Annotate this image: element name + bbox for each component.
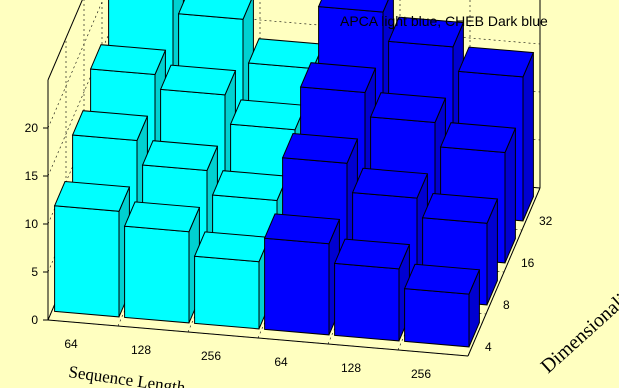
x-axis-line [47,319,469,357]
x-axis-label: Sequence Length [67,362,187,388]
bar-front-face [54,205,120,318]
bar-top-face [299,62,377,94]
x-tick-label: 128 [341,361,361,375]
bar-top-face [141,140,219,172]
x-tick-label: 256 [201,349,221,363]
bar-top-face [457,46,535,78]
x-tick-label: 64 [274,355,288,369]
bar-front-face [404,288,470,348]
y-tick-label: 32 [539,214,553,228]
y-axis-label: Dimensionality [537,279,619,378]
bar-top-face [71,110,149,142]
box-edge [47,0,83,81]
grid-line [47,7,121,177]
bar-top-face [229,99,307,131]
bar-top-face [177,0,252,20]
x-tick-label: 256 [411,367,431,381]
bar-cheb [403,263,481,348]
z-tick-label: 20 [25,121,39,135]
y-tick-label: 8 [503,298,510,312]
bar-cheb [333,238,411,342]
bar-front-face [334,262,400,342]
bar-top-face [403,263,481,295]
bar-front-face [194,255,260,330]
bar-top-face [159,64,237,96]
bar-side-face [522,52,534,222]
bar-top-face [281,132,359,164]
bar-top-face [333,238,411,270]
z-tick-label: 5 [31,265,38,279]
bar-cheb [263,213,341,336]
bar-top-face [369,92,447,124]
x-tick-label: 64 [64,337,78,351]
bar-top-face [53,180,131,212]
bar-top-face [263,213,341,245]
y-axis-line [467,187,541,357]
z-tick-label: 15 [25,169,39,183]
y-tick-label: 16 [521,256,535,270]
bar-apca [53,180,131,318]
bar-top-face [421,192,499,224]
y-tick-label: 4 [485,340,492,354]
bar-front-face [124,225,190,324]
bar-apca [193,231,271,330]
bar-apca [123,201,201,324]
x-tick-label: 128 [131,343,151,357]
z-tick-label: 0 [31,313,38,327]
bar-top-face [317,0,389,13]
bar-front-face [264,237,330,336]
chart-title: APCA light blue, CHEB Dark blue [340,13,548,29]
bars-group [53,0,535,348]
bar-top-face [89,44,167,76]
bar-top-face [351,167,429,199]
tick-labels: 0 5 10 15 20 64 128 256 64 128 256 4 8 16 32 [25,121,553,381]
bar-top-face [123,201,201,233]
bar-top-face [193,231,271,263]
z-tick-label: 10 [25,217,39,231]
bar-top-face [211,170,289,202]
bar-top-face [387,16,465,48]
bar-top-face [439,122,517,154]
